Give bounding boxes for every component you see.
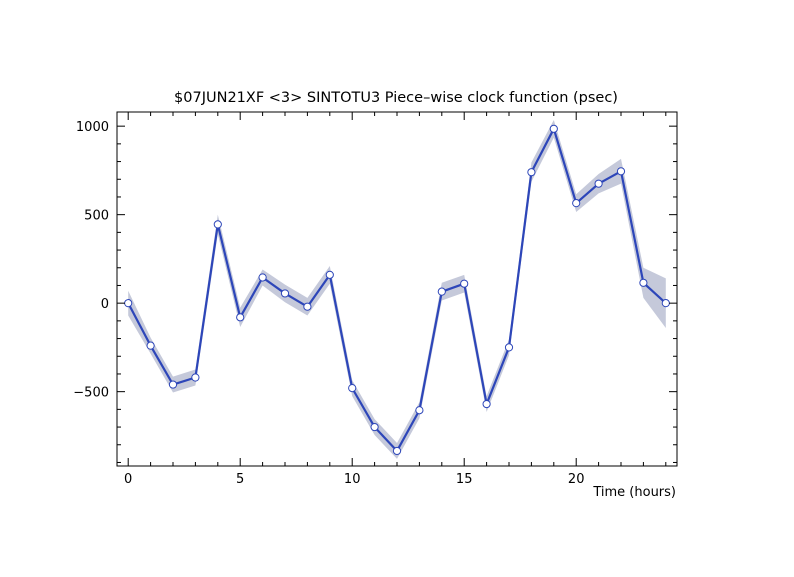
axes: 0 5 10 15 20 −500 0 500 1000 [73,112,677,487]
data-point [168,380,178,389]
x-tick-label: 15 [456,472,473,487]
data-point [325,270,334,279]
y-tick-label: 1000 [76,120,109,135]
data-point [661,299,670,308]
data-point [527,168,536,177]
plot-area [124,119,670,459]
data-point [549,124,558,133]
x-axis-label: Time (hours) [592,485,676,500]
plot-frame [116,111,678,467]
data-point [639,278,648,287]
data-point [370,422,379,432]
data-point [191,373,200,382]
data-point [258,273,267,282]
data-point [572,199,581,208]
data-point [213,220,222,229]
data-point [594,179,603,188]
data-point [415,406,424,415]
data-point [616,167,626,176]
x-tick-label: 20 [568,472,585,487]
data-point [280,289,290,298]
uncertainty-band [128,119,666,459]
data-point [482,399,491,409]
data-point [437,287,446,296]
data-point [392,446,402,456]
data-point [504,343,514,352]
y-tick-label: 500 [84,209,109,224]
chart-title: $07JUN21XF <3> SINTOTU3 Piece–wise clock… [174,90,618,106]
y-tick-label: −500 [73,386,109,401]
data-point [348,384,357,393]
x-tick-label: 10 [344,472,361,487]
x-tick-label: 5 [236,472,244,487]
series-line [127,127,667,453]
data-point [303,302,312,311]
x-tick-label: 0 [124,472,132,487]
data-point [124,299,133,308]
data-point [146,341,155,350]
y-tick-label: 0 [101,297,109,312]
data-point [236,313,245,322]
data-point [460,279,469,288]
